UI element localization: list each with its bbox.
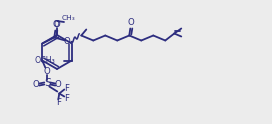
Text: O: O	[44, 67, 51, 76]
Text: O: O	[54, 20, 60, 29]
Text: S: S	[44, 78, 51, 88]
Text: F: F	[64, 84, 69, 93]
Text: O: O	[55, 80, 62, 89]
Text: O: O	[128, 18, 135, 27]
Text: O: O	[53, 20, 60, 29]
Text: F: F	[56, 98, 61, 107]
Text: F: F	[64, 94, 69, 103]
Text: OCH₃: OCH₃	[35, 56, 56, 65]
Text: O: O	[33, 80, 40, 89]
Text: O: O	[64, 37, 71, 46]
Text: CH₃: CH₃	[61, 15, 75, 21]
